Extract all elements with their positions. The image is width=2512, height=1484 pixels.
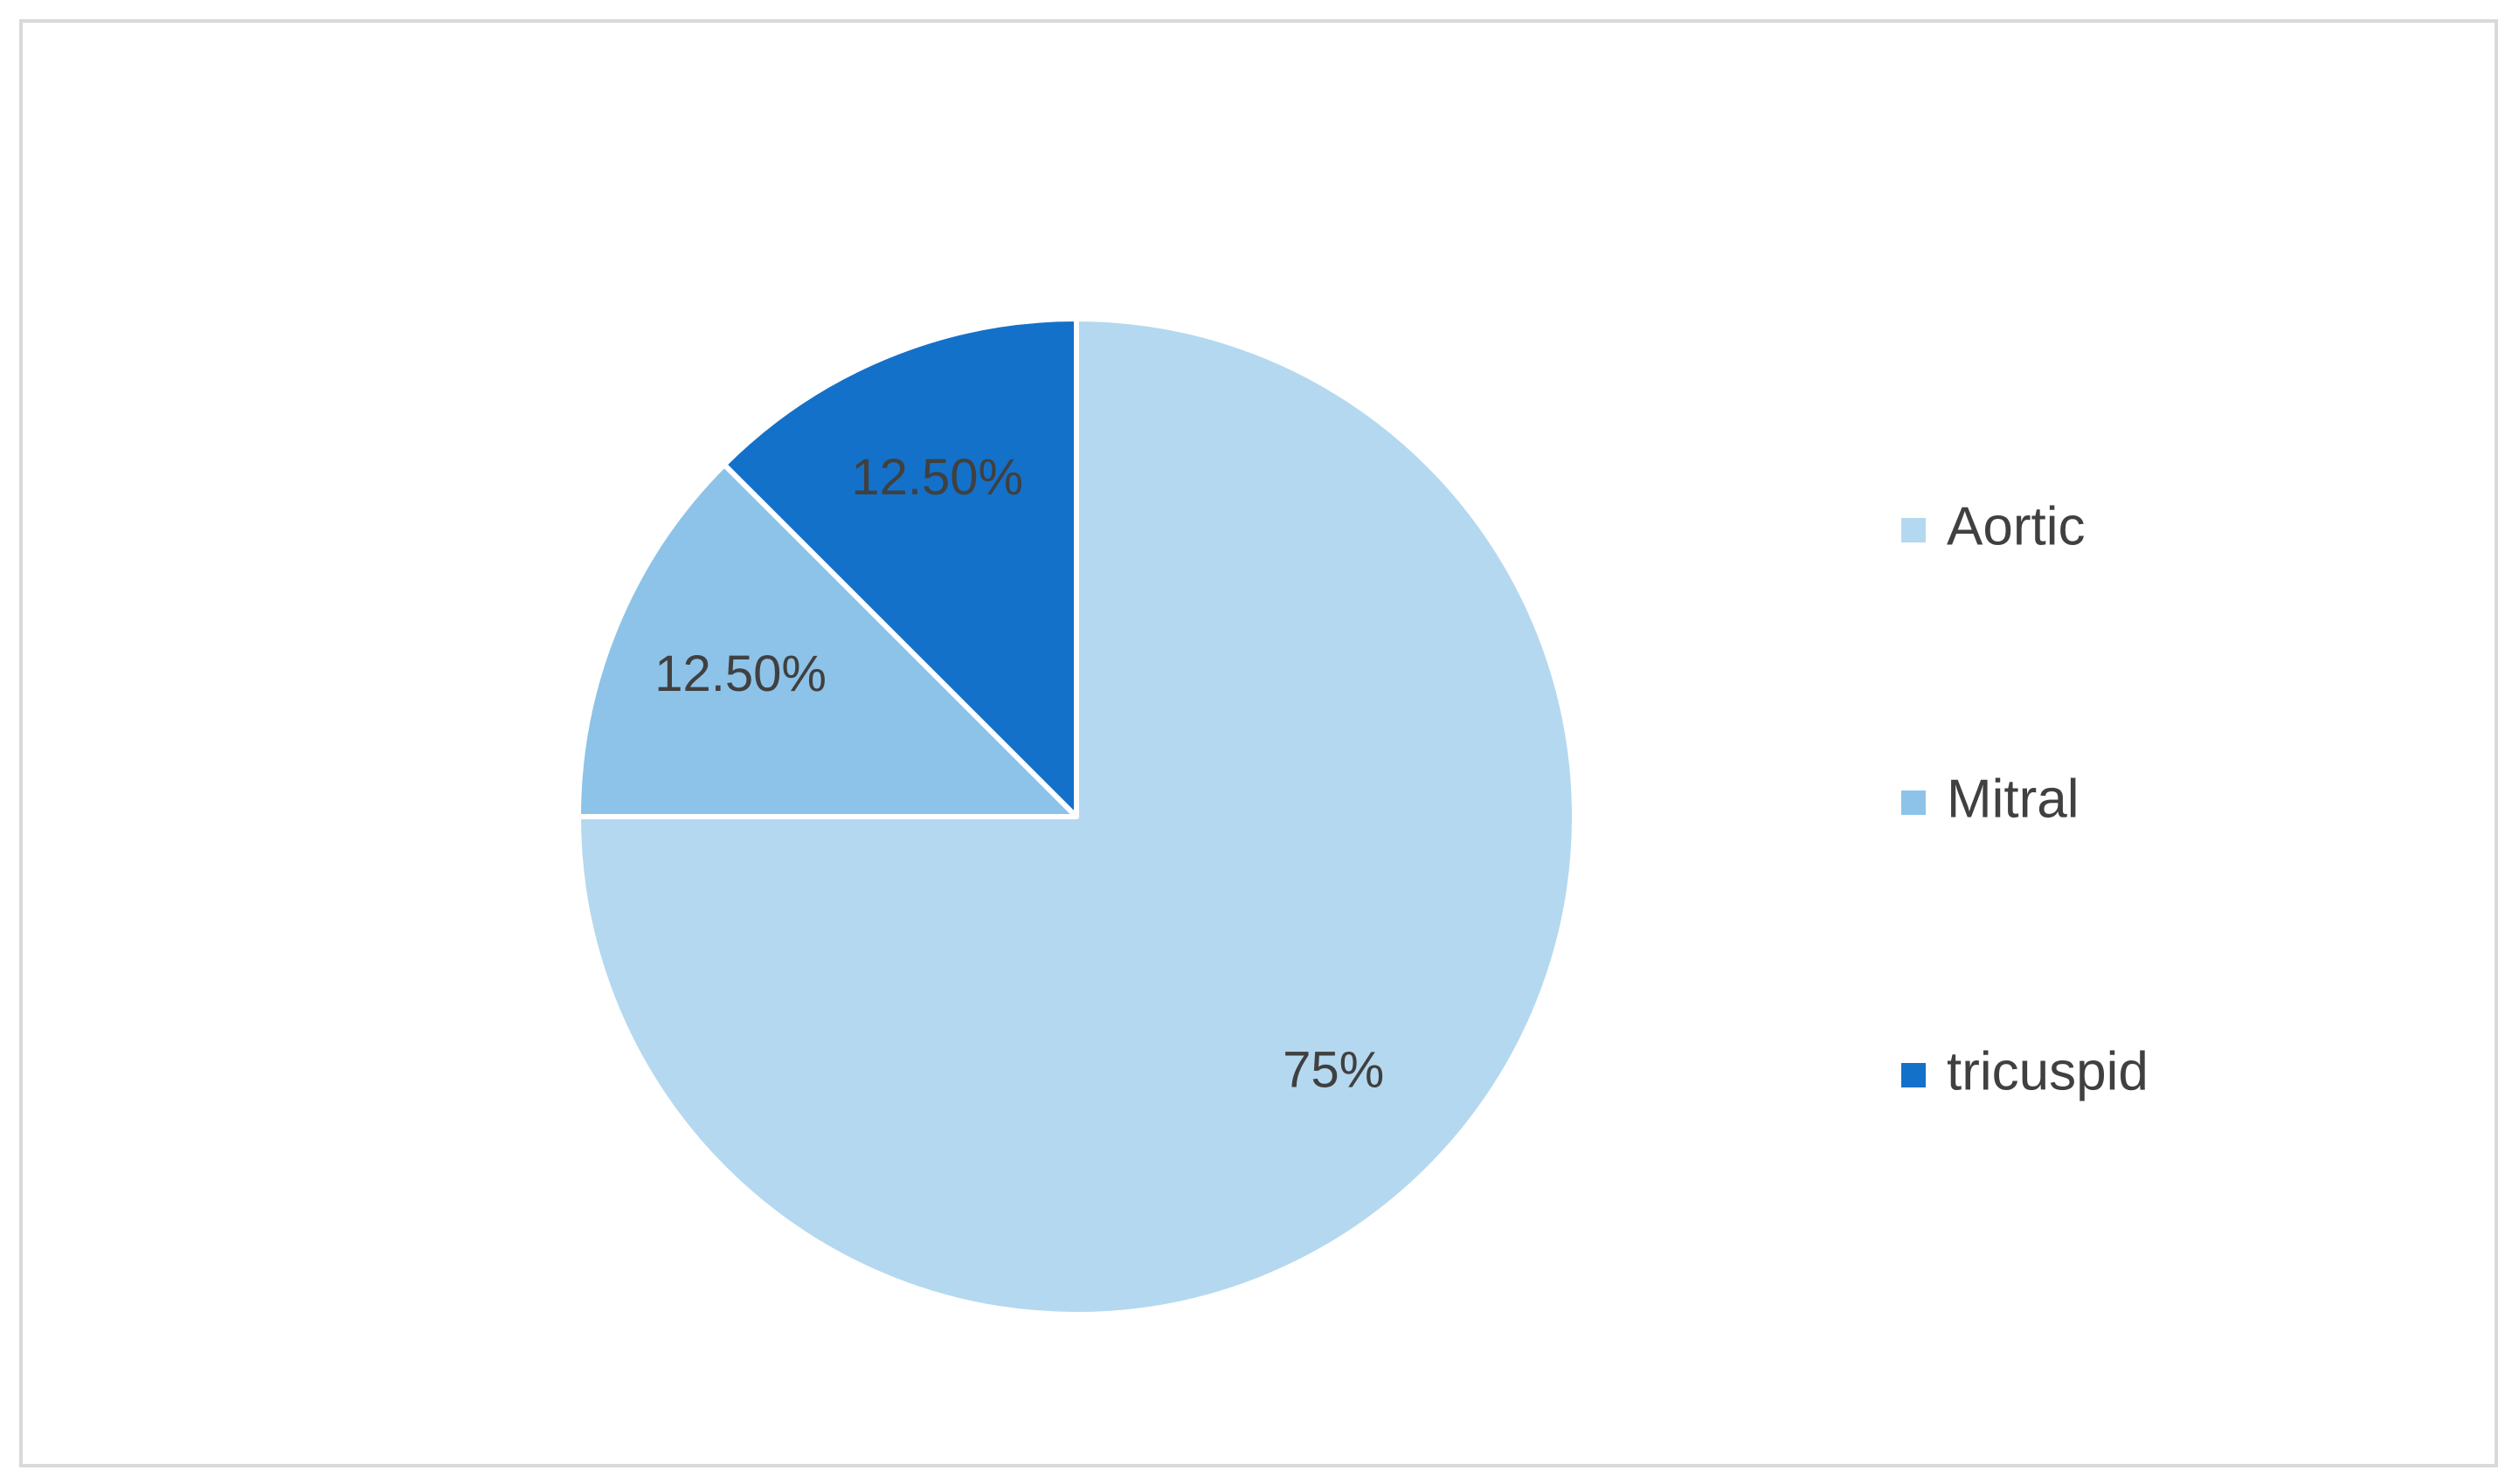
legend-marker	[1901, 1063, 1926, 1087]
legend-label: tricuspid	[1947, 1041, 2149, 1101]
legend-label: Aortic	[1947, 496, 2085, 556]
pie-slice	[576, 461, 1079, 819]
data-label: 75%	[1283, 1042, 1384, 1099]
legend-marker	[1901, 790, 1926, 815]
data-label: 12.50%	[851, 449, 1023, 506]
legend-label: Mitral	[1947, 769, 2079, 829]
legend-marker	[1901, 518, 1926, 542]
data-label: 12.50%	[654, 645, 827, 702]
pie-slice	[721, 316, 1079, 819]
pie-slice	[576, 316, 1577, 1317]
